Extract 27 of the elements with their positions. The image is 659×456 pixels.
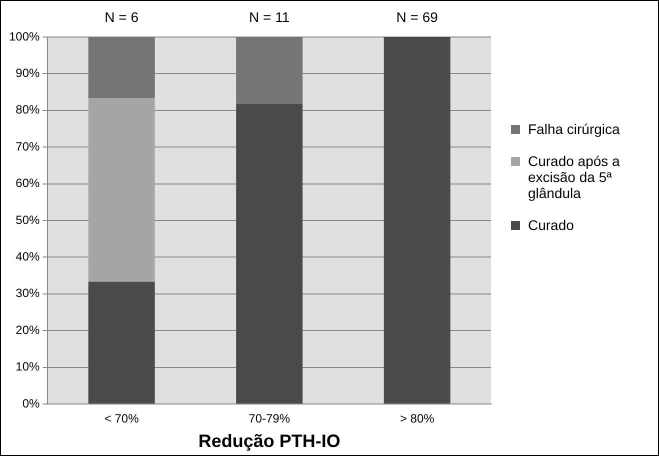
legend-label: Curado após a excisão da 5ª glândula	[528, 153, 621, 201]
bar	[236, 104, 303, 404]
y-tick-label: 80%	[16, 102, 40, 117]
y-tick-label: 10%	[16, 360, 40, 374]
text: N = 69	[396, 8, 438, 25]
x-tick-label: 70-79%	[248, 412, 290, 426]
y-tick-label: 30%	[16, 286, 40, 300]
text: N = 6	[104, 8, 139, 25]
bar	[384, 37, 450, 404]
y-tick-label: 100%	[8, 29, 40, 44]
y-tick-label: 0%	[22, 396, 40, 410]
y-tick-label: 90%	[16, 66, 40, 80]
bar	[88, 98, 155, 282]
legend-label: Falha cirúrgica	[528, 121, 620, 137]
y-tick-label: 40%	[16, 250, 40, 264]
x-tick-label: < 70%	[104, 412, 140, 426]
y-tick-label: 70%	[16, 139, 40, 154]
x-axis-title: Redução PTH-IO	[198, 431, 340, 452]
bar	[88, 37, 155, 98]
bar	[88, 282, 155, 404]
text: N = 11	[249, 8, 290, 25]
y-tick-label: 50%	[16, 212, 40, 227]
bar	[236, 37, 303, 104]
y-tick-label: 60%	[16, 176, 40, 190]
x-tick-label: > 80%	[400, 412, 435, 426]
legend-label: Curado	[528, 217, 574, 233]
y-tick-label: 20%	[16, 322, 40, 337]
